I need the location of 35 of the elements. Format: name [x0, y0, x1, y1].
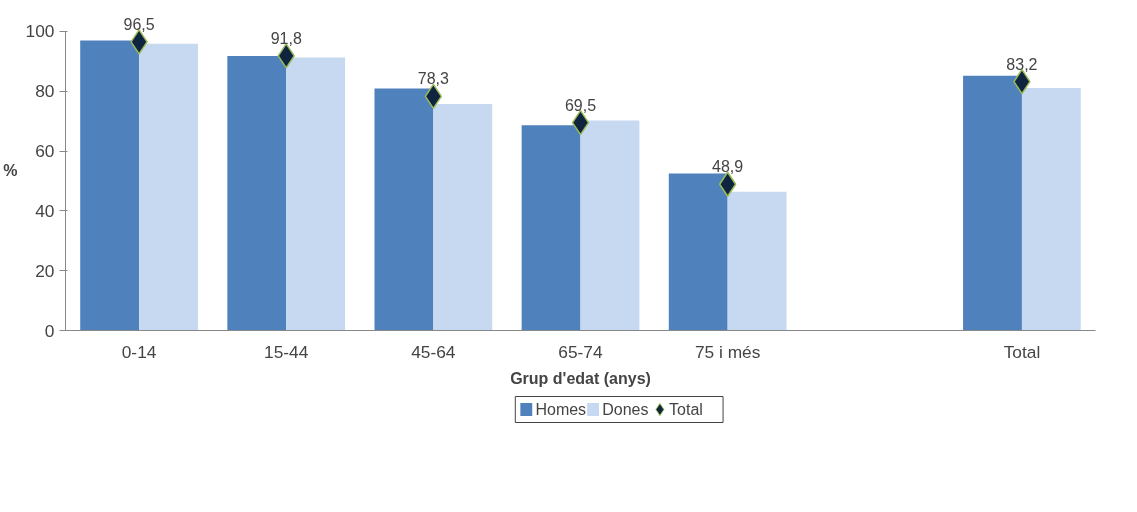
y-tick-label: 80 [35, 81, 55, 102]
x-tick-label: Total [1003, 341, 1041, 362]
bar [139, 43, 198, 331]
x-tick-label: 15-44 [264, 341, 309, 362]
y-tick-label: 100 [25, 21, 55, 42]
legend-label: Homes [535, 401, 587, 418]
y-axis-title: % [3, 162, 18, 179]
data-label: 69,5 [564, 96, 597, 114]
data-label: 96,5 [123, 15, 155, 33]
data-label: 78,3 [417, 70, 450, 88]
y-tick-label: 0 [44, 320, 55, 341]
y-tick-label: 20 [35, 260, 55, 281]
legend-label: Dones [602, 401, 649, 418]
data-label: 48,9 [712, 158, 744, 176]
bar [80, 40, 140, 331]
bar [374, 88, 434, 331]
x-tick-label: 65-74 [558, 341, 604, 362]
bar [227, 55, 287, 331]
bar [668, 173, 728, 331]
x-tick-label: 45-64 [411, 341, 456, 362]
bar [1021, 87, 1081, 331]
bar [727, 191, 787, 331]
data-label: 83,2 [1006, 55, 1038, 73]
x-tick-label: 75 i més [694, 341, 761, 362]
bar [433, 104, 493, 331]
legend-label: Total [669, 401, 703, 418]
bar [580, 120, 640, 331]
y-tick-label: 60 [35, 141, 55, 162]
bar [286, 57, 346, 331]
bar [521, 125, 581, 331]
y-tick-label: 40 [35, 200, 55, 221]
x-tick-label: 0-14 [121, 341, 157, 362]
x-axis-title: Grup d'edat (anys) [510, 369, 651, 387]
data-label: 91,8 [270, 29, 302, 47]
bar [963, 75, 1022, 331]
